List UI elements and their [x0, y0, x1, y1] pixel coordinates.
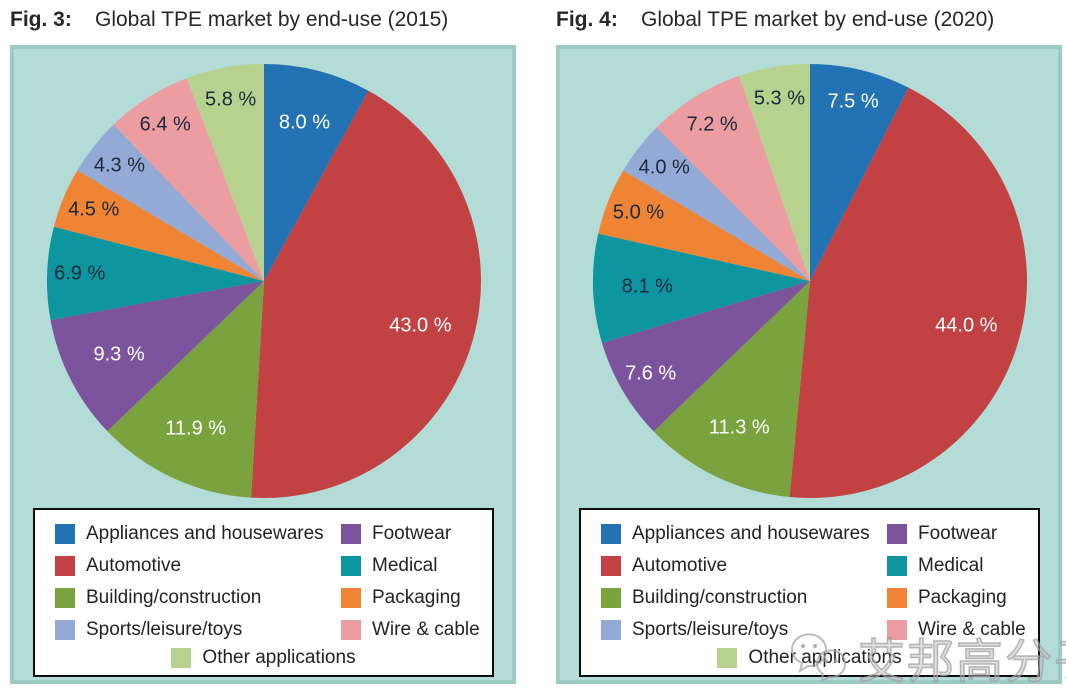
legend-grid: Appliances and housewares Automotive Build…: [601, 518, 1038, 646]
pie-slice-automotive: [251, 90, 481, 498]
pie-slice-sports-leisure-toys: [77, 124, 264, 281]
pie-slice-packaging: [53, 170, 264, 281]
figure-3-caption: Global TPE market by end-use (2015): [95, 8, 449, 31]
legend-swatch-packaging: [887, 588, 907, 608]
legend-item-medical: Medical: [341, 550, 492, 582]
legend-item-other-applications: Other applications: [171, 647, 356, 669]
legend-swatch-sports-leisure-toys: [55, 620, 75, 640]
legend-label: Packaging: [918, 587, 1007, 608]
legend-item-wire-cable: Wire & cable: [341, 614, 492, 646]
figure-3-title: Fig. 3: Global TPE market by end-use (20…: [10, 5, 516, 35]
legend-item-sports-leisure-toys: Sports/leisure/toys: [55, 614, 341, 646]
legend-swatch-medical: [887, 556, 907, 576]
pie-slice-building-construction: [653, 281, 810, 498]
pie-svg: [593, 64, 1028, 499]
figure-4: Fig. 4: Global TPE market by end-use (20…: [556, 0, 1066, 691]
legend-swatch-appliances-and-housewares: [601, 524, 621, 544]
figure-3: Fig. 3: Global TPE market by end-use (20…: [10, 0, 516, 691]
pie-slice-medical: [46, 226, 264, 320]
legend-label: Other applications: [202, 647, 356, 668]
legend-label: Packaging: [372, 587, 461, 608]
pie-slice-building-construction: [107, 281, 264, 498]
legend-swatch-other-applications: [717, 648, 738, 668]
legend-swatch-sports-leisure-toys: [601, 620, 621, 640]
legend-swatch-wire-cable: [341, 620, 361, 640]
legend-label: Building/construction: [86, 587, 262, 608]
legend-swatch-other-applications: [171, 648, 192, 668]
legend-swatch-automotive: [55, 556, 75, 576]
legend-swatch-medical: [341, 556, 361, 576]
legend-label: Wire & cable: [372, 619, 480, 640]
legend-item-automotive: Automotive: [601, 550, 887, 582]
legend-item-wire-cable: Wire & cable: [887, 614, 1038, 646]
legend-swatch-automotive: [601, 556, 621, 576]
legend-label: Wire & cable: [918, 619, 1026, 640]
pie-slice-footwear: [602, 281, 810, 432]
legend-item-footwear: Footwear: [887, 518, 1038, 550]
legend-item-appliances-and-housewares: Appliances and housewares: [55, 518, 341, 550]
legend-label: Sports/leisure/toys: [632, 619, 789, 640]
legend-swatch-wire-cable: [887, 620, 907, 640]
legend-label: Other applications: [748, 647, 902, 668]
pie-slice-other-applications: [186, 64, 264, 281]
legend-label: Sports/leisure/toys: [86, 619, 243, 640]
legend-swatch-building-construction: [55, 588, 75, 608]
legend-swatch-appliances-and-housewares: [55, 524, 75, 544]
legend-item-packaging: Packaging: [341, 582, 492, 614]
pie-slice-other-applications: [739, 64, 810, 281]
legend-swatch-footwear: [887, 524, 907, 544]
pie-chart-2020: 7.5 % 44.0 % 11.3 % 7.6 % 8.1 % 5.0 % 4.0 % 7.2…: [560, 49, 1058, 509]
pie-slice-footwear: [50, 281, 264, 432]
legend-grid: Appliances and housewares Automotive Build…: [55, 518, 492, 646]
legend-swatch-building-construction: [601, 588, 621, 608]
chart-panel-2015: 8.0 % 43.0 % 11.9 % 9.3 % 6.9 % 4.5 % 4.3 % 6.4…: [10, 45, 516, 684]
pie-slice-wire-cable: [113, 78, 264, 281]
pie-slice-packaging: [598, 170, 810, 281]
legend-item-appliances-and-housewares: Appliances and housewares: [601, 518, 887, 550]
legend-item-footwear: Footwear: [341, 518, 492, 550]
legend-label: Automotive: [632, 555, 728, 576]
legend-label: Footwear: [372, 523, 452, 544]
legend-label: Appliances and housewares: [632, 523, 870, 544]
legend-label: Medical: [372, 555, 438, 576]
pie-slice-appliances-and-housewares: [810, 64, 909, 281]
pie-slice-medical: [593, 233, 810, 343]
legend-item-building-construction: Building/construction: [601, 582, 887, 614]
legend-label: Footwear: [918, 523, 998, 544]
legend-swatch-footwear: [341, 524, 361, 544]
legend-label: Building/construction: [632, 587, 808, 608]
pie-slice-appliances-and-housewares: [264, 64, 369, 281]
legend-item-sports-leisure-toys: Sports/leisure/toys: [601, 614, 887, 646]
legend-item-other-applications: Other applications: [717, 647, 902, 669]
legend-2020: Appliances and housewares Automotive Build…: [579, 508, 1040, 677]
legend-label: Medical: [918, 555, 984, 576]
legend-2015: Appliances and housewares Automotive Build…: [33, 508, 494, 677]
pie-slice-wire-cable: [656, 75, 810, 281]
chart-panel-2020: 7.5 % 44.0 % 11.3 % 7.6 % 8.1 % 5.0 % 4.0 % 7.2…: [556, 45, 1066, 688]
legend-label: Appliances and housewares: [86, 523, 324, 544]
figure-4-title: Fig. 4: Global TPE market by end-use (20…: [556, 5, 1062, 35]
legend-item-automotive: Automotive: [55, 550, 341, 582]
pie-svg: [46, 64, 481, 498]
legend-swatch-packaging: [341, 588, 361, 608]
figure-3-label: Fig. 3:: [10, 8, 72, 31]
pie-chart-2015: 8.0 % 43.0 % 11.9 % 9.3 % 6.9 % 4.5 % 4.3 % 6.4…: [14, 49, 512, 509]
legend-item-medical: Medical: [887, 550, 1038, 582]
legend-item-building-construction: Building/construction: [55, 582, 341, 614]
pie-slice-automotive: [789, 87, 1028, 499]
legend-label: Automotive: [86, 555, 182, 576]
figure-4-caption: Global TPE market by end-use (2020): [641, 8, 995, 31]
legend-center-row: Other applications: [581, 647, 1038, 669]
legend-item-packaging: Packaging: [887, 582, 1038, 614]
pie-slice-sports-leisure-toys: [623, 127, 810, 281]
legend-center-row: Other applications: [35, 647, 492, 669]
figure-4-label: Fig. 4:: [556, 8, 618, 31]
